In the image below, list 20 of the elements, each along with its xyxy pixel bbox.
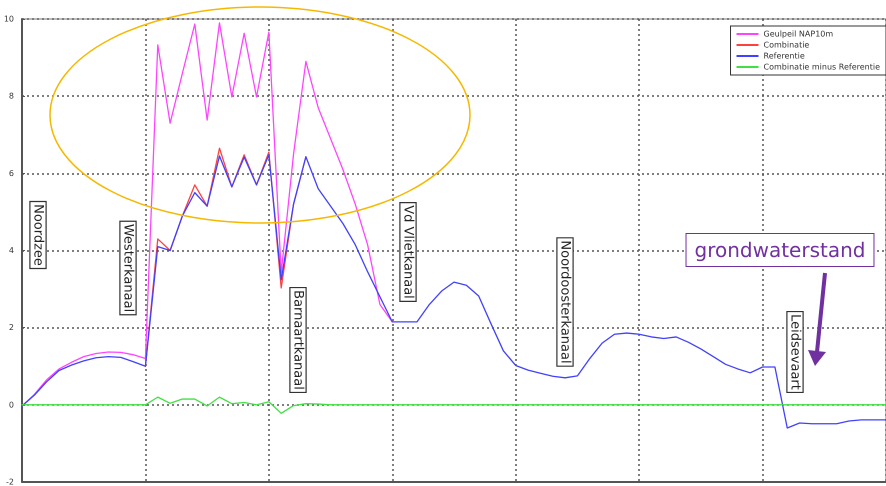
line-series bbox=[21, 154, 886, 429]
annotation: Noordoosterkanaal bbox=[558, 240, 572, 364]
legend-label: Geulpeil NAP10m bbox=[764, 30, 834, 38]
y-tick-label: 10 bbox=[4, 14, 14, 24]
y-tick-label: 8 bbox=[8, 92, 14, 101]
annotation: Westerkanaal bbox=[120, 224, 136, 312]
annotation: Noordzee bbox=[30, 204, 46, 266]
legend-label: Referentie bbox=[764, 52, 805, 60]
annotation: Barnaartkanaal bbox=[290, 290, 306, 390]
legend-label: Combinatie minus Referentie bbox=[764, 62, 880, 72]
y-tick-label: 0 bbox=[8, 400, 14, 410]
y-tick-label: 2 bbox=[8, 323, 14, 332]
y-tick-label: 6 bbox=[8, 168, 14, 178]
legend-label: Combinatie bbox=[764, 40, 810, 50]
annotation: Vd Vlietkanaal bbox=[400, 205, 416, 299]
annotation: Leidsevaart bbox=[788, 314, 802, 390]
y-tick-label: -2 bbox=[6, 478, 14, 486]
line-series bbox=[21, 396, 886, 414]
annotation: grondwaterstand bbox=[694, 238, 866, 262]
y-tick-label: 4 bbox=[8, 246, 14, 255]
